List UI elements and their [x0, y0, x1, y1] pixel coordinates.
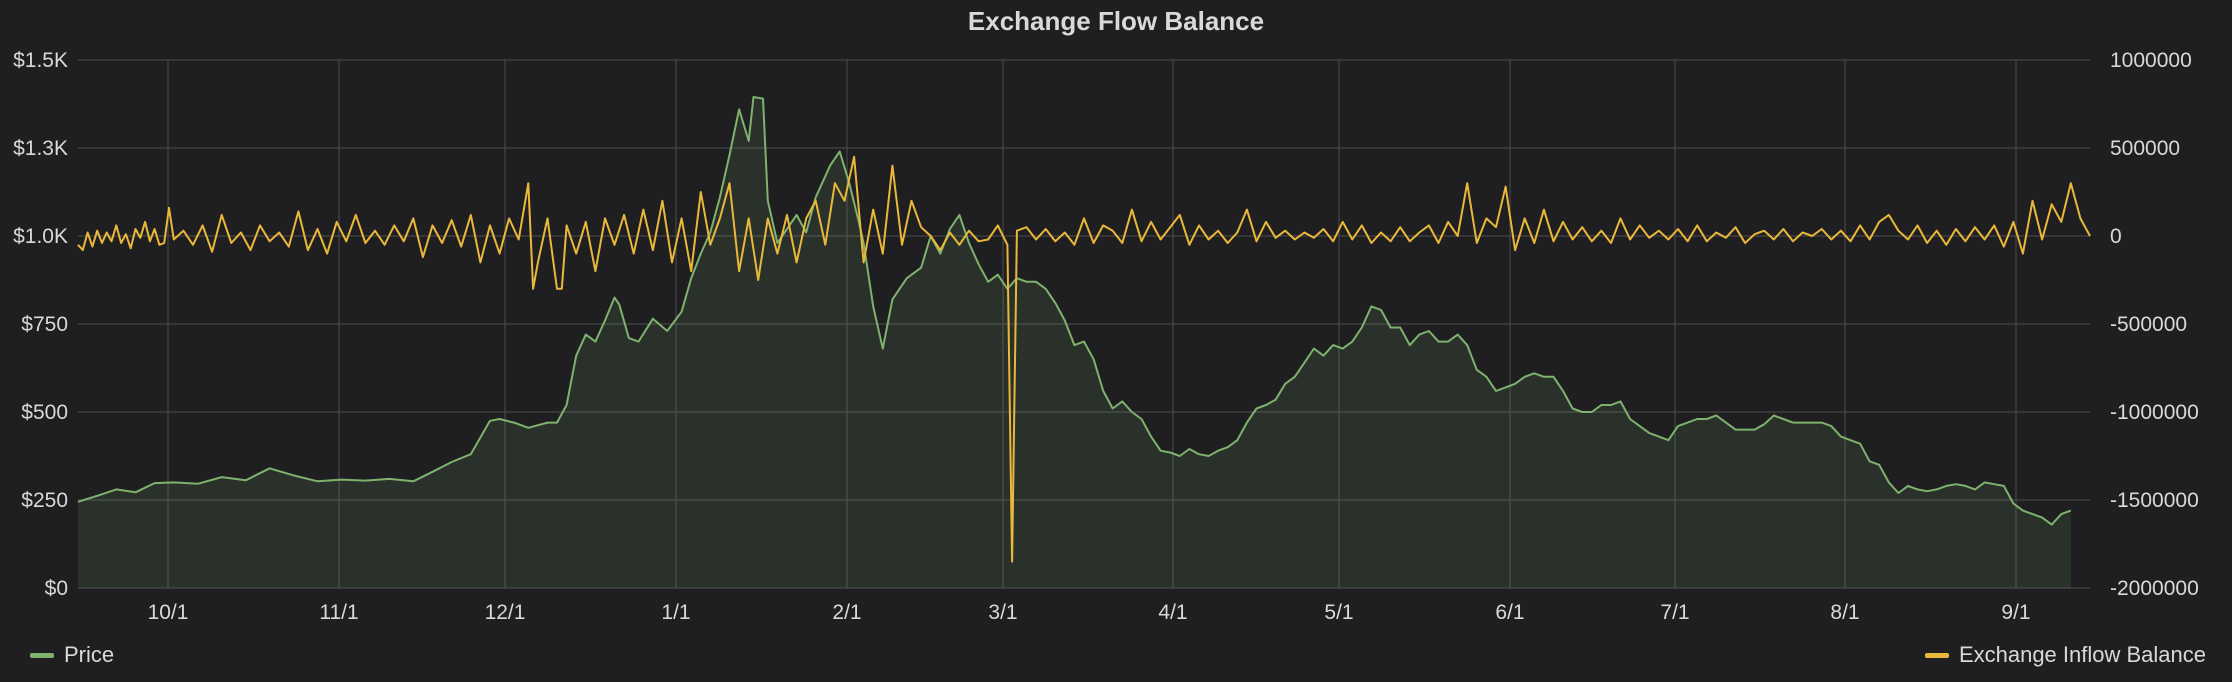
x-axis: 10/1 11/1 12/1 1/1 2/1 3/1 4/1 5/1 6/1 7/1 8/1 9/1 — [148, 601, 2031, 624]
x-tick-label: 1/1 — [661, 601, 690, 624]
legend-item-price[interactable]: Price — [30, 642, 114, 668]
y-left-tick-label: $0 — [45, 577, 68, 600]
x-tick-label: 2/1 — [832, 601, 861, 624]
exchange-inflow-line — [77, 155, 2091, 563]
inflow-legend-label: Exchange Inflow Balance — [1958, 642, 2206, 667]
y-left-tick-label: $750 — [21, 313, 68, 336]
x-tick-label: 10/1 — [148, 601, 189, 624]
y-right-tick-label: -500000 — [2110, 313, 2187, 336]
y-right-tick-label: -2000000 — [2110, 577, 2199, 600]
x-tick-label: 3/1 — [988, 601, 1017, 624]
right-y-axis: -2000000 -1500000 -1000000 -500000 0 500000 10… — [2110, 49, 2199, 600]
legend-item-exchange-inflow[interactable]: Exchange Inflow Balance — [1924, 642, 2206, 668]
chart-title: Exchange Flow Balance — [967, 6, 1265, 36]
y-right-tick-label: -1000000 — [2110, 401, 2199, 424]
x-tick-label: 12/1 — [485, 601, 526, 624]
inflow-legend-swatch — [1924, 652, 1949, 658]
x-tick-label: 4/1 — [1158, 601, 1187, 624]
y-right-tick-label: 1000000 — [2110, 49, 2192, 72]
x-tick-label: 8/1 — [1830, 601, 1859, 624]
price-legend-swatch — [30, 652, 54, 658]
y-left-tick-label: $250 — [21, 489, 68, 512]
exchange-inflow-series — [77, 155, 2091, 563]
y-left-tick-label: $1.0K — [13, 225, 68, 248]
y-right-tick-label: 0 — [2110, 225, 2122, 248]
price-legend-label: Price — [64, 642, 115, 667]
x-tick-label: 5/1 — [1324, 601, 1353, 624]
left-y-axis: $0 $250 $500 $750 $1.0K $1.3K $1.5K — [13, 49, 68, 600]
price-line — [77, 96, 2072, 526]
y-left-tick-label: $1.3K — [13, 137, 68, 160]
x-tick-label: 6/1 — [1495, 601, 1524, 624]
grid-lines — [78, 59, 2090, 589]
price-area — [78, 97, 2071, 588]
x-tick-label: 7/1 — [1660, 601, 1689, 624]
y-left-tick-label: $1.5K — [13, 49, 68, 72]
y-left-tick-label: $500 — [21, 401, 68, 424]
price-series — [77, 96, 2072, 588]
y-right-tick-label: 500000 — [2110, 137, 2180, 160]
x-tick-label: 11/1 — [319, 601, 358, 624]
x-tick-label: 9/1 — [2001, 601, 2030, 624]
y-right-tick-label: -1500000 — [2110, 489, 2199, 512]
